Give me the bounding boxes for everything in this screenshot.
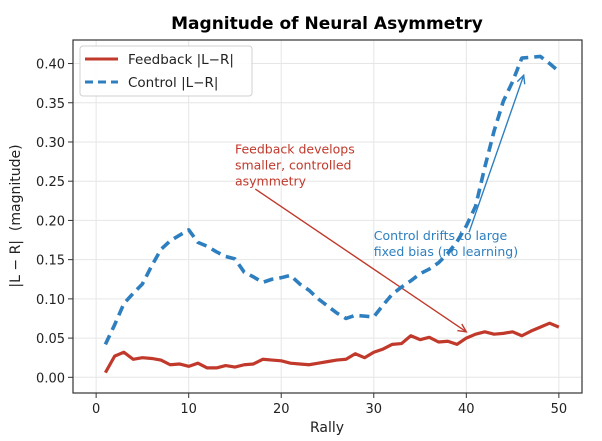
legend-box xyxy=(79,45,253,97)
legend: Feedback |L−R| Control |L−R| xyxy=(79,45,253,97)
grid xyxy=(73,40,582,393)
x-axis-label: Rally xyxy=(310,420,344,436)
plot-frame xyxy=(72,39,583,394)
y-tick-label: 0.35 xyxy=(36,97,65,112)
y-axis-label: |L − R| (magnitude) xyxy=(8,144,24,287)
y-tick-label: 0.30 xyxy=(36,136,65,151)
y-tick-label: 0.15 xyxy=(36,254,65,269)
y-tick-label: 0.05 xyxy=(36,332,65,347)
x-tick-label: 0 xyxy=(92,402,100,417)
annotation-text: smaller, controlled xyxy=(235,158,351,173)
x-axis-ticks: 0 10 20 30 40 50 xyxy=(92,393,567,417)
x-tick-label: 20 xyxy=(273,402,290,417)
y-tick-label: 0.25 xyxy=(36,175,65,190)
y-axis-ticks: 0.00 0.05 0.10 0.15 0.20 0.25 0.30 0.35 0.40 xyxy=(36,58,73,386)
x-tick-label: 30 xyxy=(365,402,382,417)
chart-title: Magnitude of Neural Asymmetry xyxy=(171,14,483,34)
annotation-text: Control drifts to large xyxy=(374,228,508,243)
annotation-text: asymmetry xyxy=(235,174,307,189)
annotation-text: Feedback develops xyxy=(235,142,355,157)
series-line-control xyxy=(103,54,561,346)
y-tick-label: 0.20 xyxy=(36,214,65,229)
x-tick-label: 10 xyxy=(180,402,197,417)
series xyxy=(103,54,561,374)
annotation-text: fixed bias (no learning) xyxy=(374,244,518,259)
annotation-arrow xyxy=(254,188,467,333)
annotation-arrowhead xyxy=(516,73,526,85)
legend-label-feedback: Feedback |L−R| xyxy=(128,52,234,68)
y-tick-label: 0.10 xyxy=(36,293,65,308)
x-tick-label: 40 xyxy=(458,402,475,417)
y-tick-label: 0.00 xyxy=(36,371,65,386)
y-tick-label: 0.40 xyxy=(36,58,65,73)
annotation-arrowhead xyxy=(457,323,468,333)
series-line-feedback xyxy=(103,321,560,374)
legend-label-control: Control |L−R| xyxy=(128,75,218,91)
x-tick-label: 50 xyxy=(551,402,568,417)
annotation-arrow xyxy=(468,75,525,233)
